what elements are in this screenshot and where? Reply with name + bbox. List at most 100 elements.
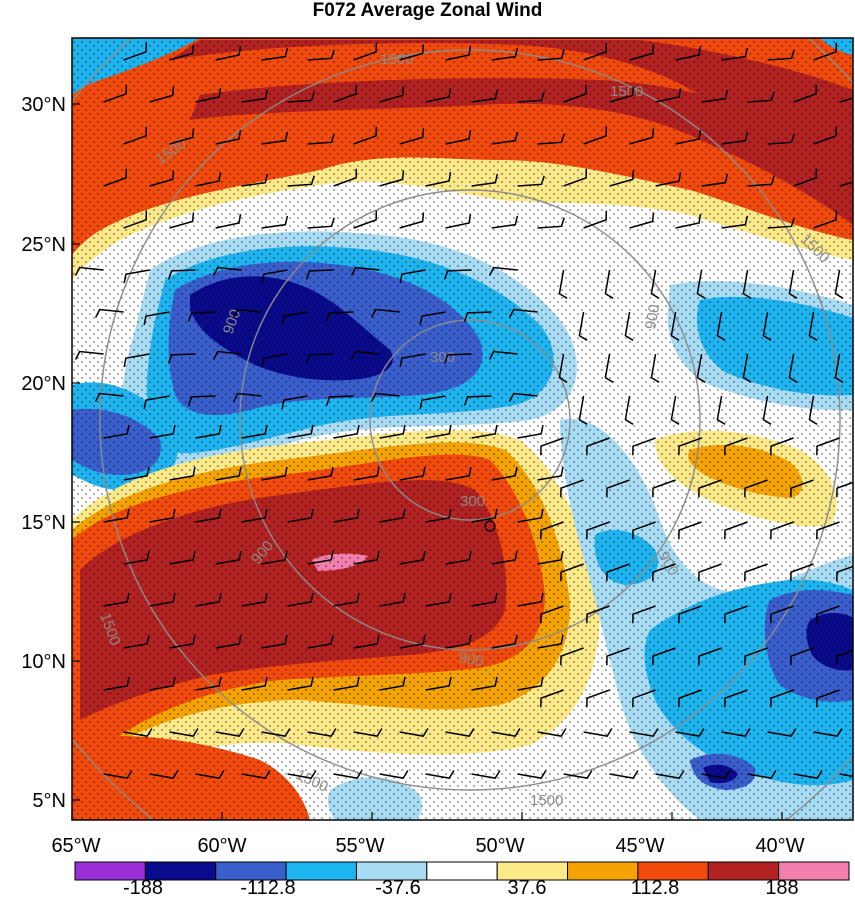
wind-barb <box>491 131 519 145</box>
colorbar-label: 37.6 <box>508 877 547 899</box>
wind-barb <box>813 126 838 145</box>
wind-barb <box>353 210 378 229</box>
wind-barb <box>232 308 262 318</box>
wind-barb <box>701 770 731 779</box>
wind-barb <box>537 49 565 61</box>
wind-barb <box>123 728 153 737</box>
wind-barb <box>678 689 702 708</box>
wind-barb <box>558 269 568 299</box>
wind-barb <box>834 269 844 299</box>
wind-barb <box>379 592 406 607</box>
wind-barb <box>670 395 680 425</box>
wind-barb <box>123 466 150 481</box>
wind-barb <box>675 728 705 737</box>
wind-barb <box>560 647 584 666</box>
wind-barb <box>287 676 314 691</box>
wind-barb <box>540 521 564 540</box>
wind-barb <box>471 89 499 103</box>
wind-barb <box>379 676 406 691</box>
wind-barb <box>839 773 853 778</box>
wind-barb <box>721 728 751 737</box>
wind-barb <box>770 605 794 624</box>
wind-barb <box>675 130 702 145</box>
wind-barb <box>508 308 538 318</box>
significance-stipple <box>72 38 853 820</box>
wind-barb <box>281 311 308 326</box>
wind-barb <box>583 42 608 61</box>
wind-barb <box>808 311 818 341</box>
colorbar-swatch <box>285 861 357 881</box>
wind-barb <box>333 424 360 439</box>
lon-tick-label: 55°W <box>335 835 384 857</box>
wind-barb <box>169 550 196 565</box>
wind-barb <box>744 479 768 498</box>
wind-barb <box>399 353 426 368</box>
wind-barb <box>790 563 814 582</box>
wind-barb <box>721 47 749 61</box>
wind-barb <box>560 563 584 582</box>
lon-tick-label: 50°W <box>475 835 524 857</box>
wind-barb <box>443 353 472 364</box>
wind-barb <box>491 550 518 565</box>
wind-barb <box>655 172 682 187</box>
wind-barb <box>261 353 288 368</box>
wind-barb <box>716 311 726 341</box>
wind-barb <box>767 728 797 737</box>
wind-barb <box>675 214 702 229</box>
wind-barb <box>215 214 242 229</box>
wind-barb <box>790 479 814 498</box>
wind-barb <box>187 311 216 322</box>
wind-barb <box>696 269 706 299</box>
wind-barb <box>281 395 308 410</box>
wind-barb <box>123 126 148 145</box>
lon-tick-label: 65°W <box>51 835 100 857</box>
wind-barb <box>537 466 564 481</box>
wind-barb <box>307 466 334 481</box>
wind-barb <box>419 395 446 410</box>
wind-barb <box>813 42 838 61</box>
wind-barb <box>836 565 853 582</box>
wind-barb <box>604 353 614 383</box>
wind-barb <box>305 353 334 364</box>
wind-barb <box>287 592 314 607</box>
wind-barb <box>675 46 702 61</box>
colorbar-label: -37.6 <box>375 877 421 899</box>
wind-barb <box>370 392 400 402</box>
wind-barb <box>167 269 196 280</box>
lat-axis <box>72 103 80 801</box>
wind-barb <box>287 175 315 187</box>
wind-barb <box>241 173 269 187</box>
wind-barb <box>149 86 175 103</box>
wind-barb <box>606 647 630 666</box>
wind-barb <box>578 311 588 341</box>
wind-barb <box>74 266 104 276</box>
wind-barb <box>103 508 130 523</box>
wind-barb <box>793 168 818 187</box>
wind-barb <box>537 634 564 649</box>
wind-barb <box>609 86 635 103</box>
lon-tick-label: 45°W <box>615 835 664 857</box>
wind-barb <box>491 728 521 737</box>
wind-barb <box>583 210 608 229</box>
figure-title: F072 Average Zonal Wind <box>312 0 543 21</box>
wind-barb <box>195 676 222 691</box>
wind-barb <box>261 47 289 61</box>
wind-barb <box>241 770 271 779</box>
wind-barb <box>744 563 768 582</box>
lat-tick-label: 20°N <box>21 373 66 395</box>
wind-barb <box>586 605 610 624</box>
wind-barb <box>287 424 314 439</box>
lat-tick-label: 15°N <box>21 512 66 534</box>
wind-barb <box>670 311 680 341</box>
wind-barb <box>103 770 133 779</box>
contour-label: 900 <box>642 303 663 331</box>
wind-barb <box>169 634 196 649</box>
contour-label: 300 <box>430 349 455 366</box>
wind-barb <box>333 168 358 187</box>
wind-barb <box>370 308 400 318</box>
wind-barb <box>261 550 288 565</box>
wind-barb <box>471 592 498 607</box>
wind-barb <box>716 395 726 425</box>
wind-barb <box>425 424 452 439</box>
wind-barb <box>788 353 798 383</box>
